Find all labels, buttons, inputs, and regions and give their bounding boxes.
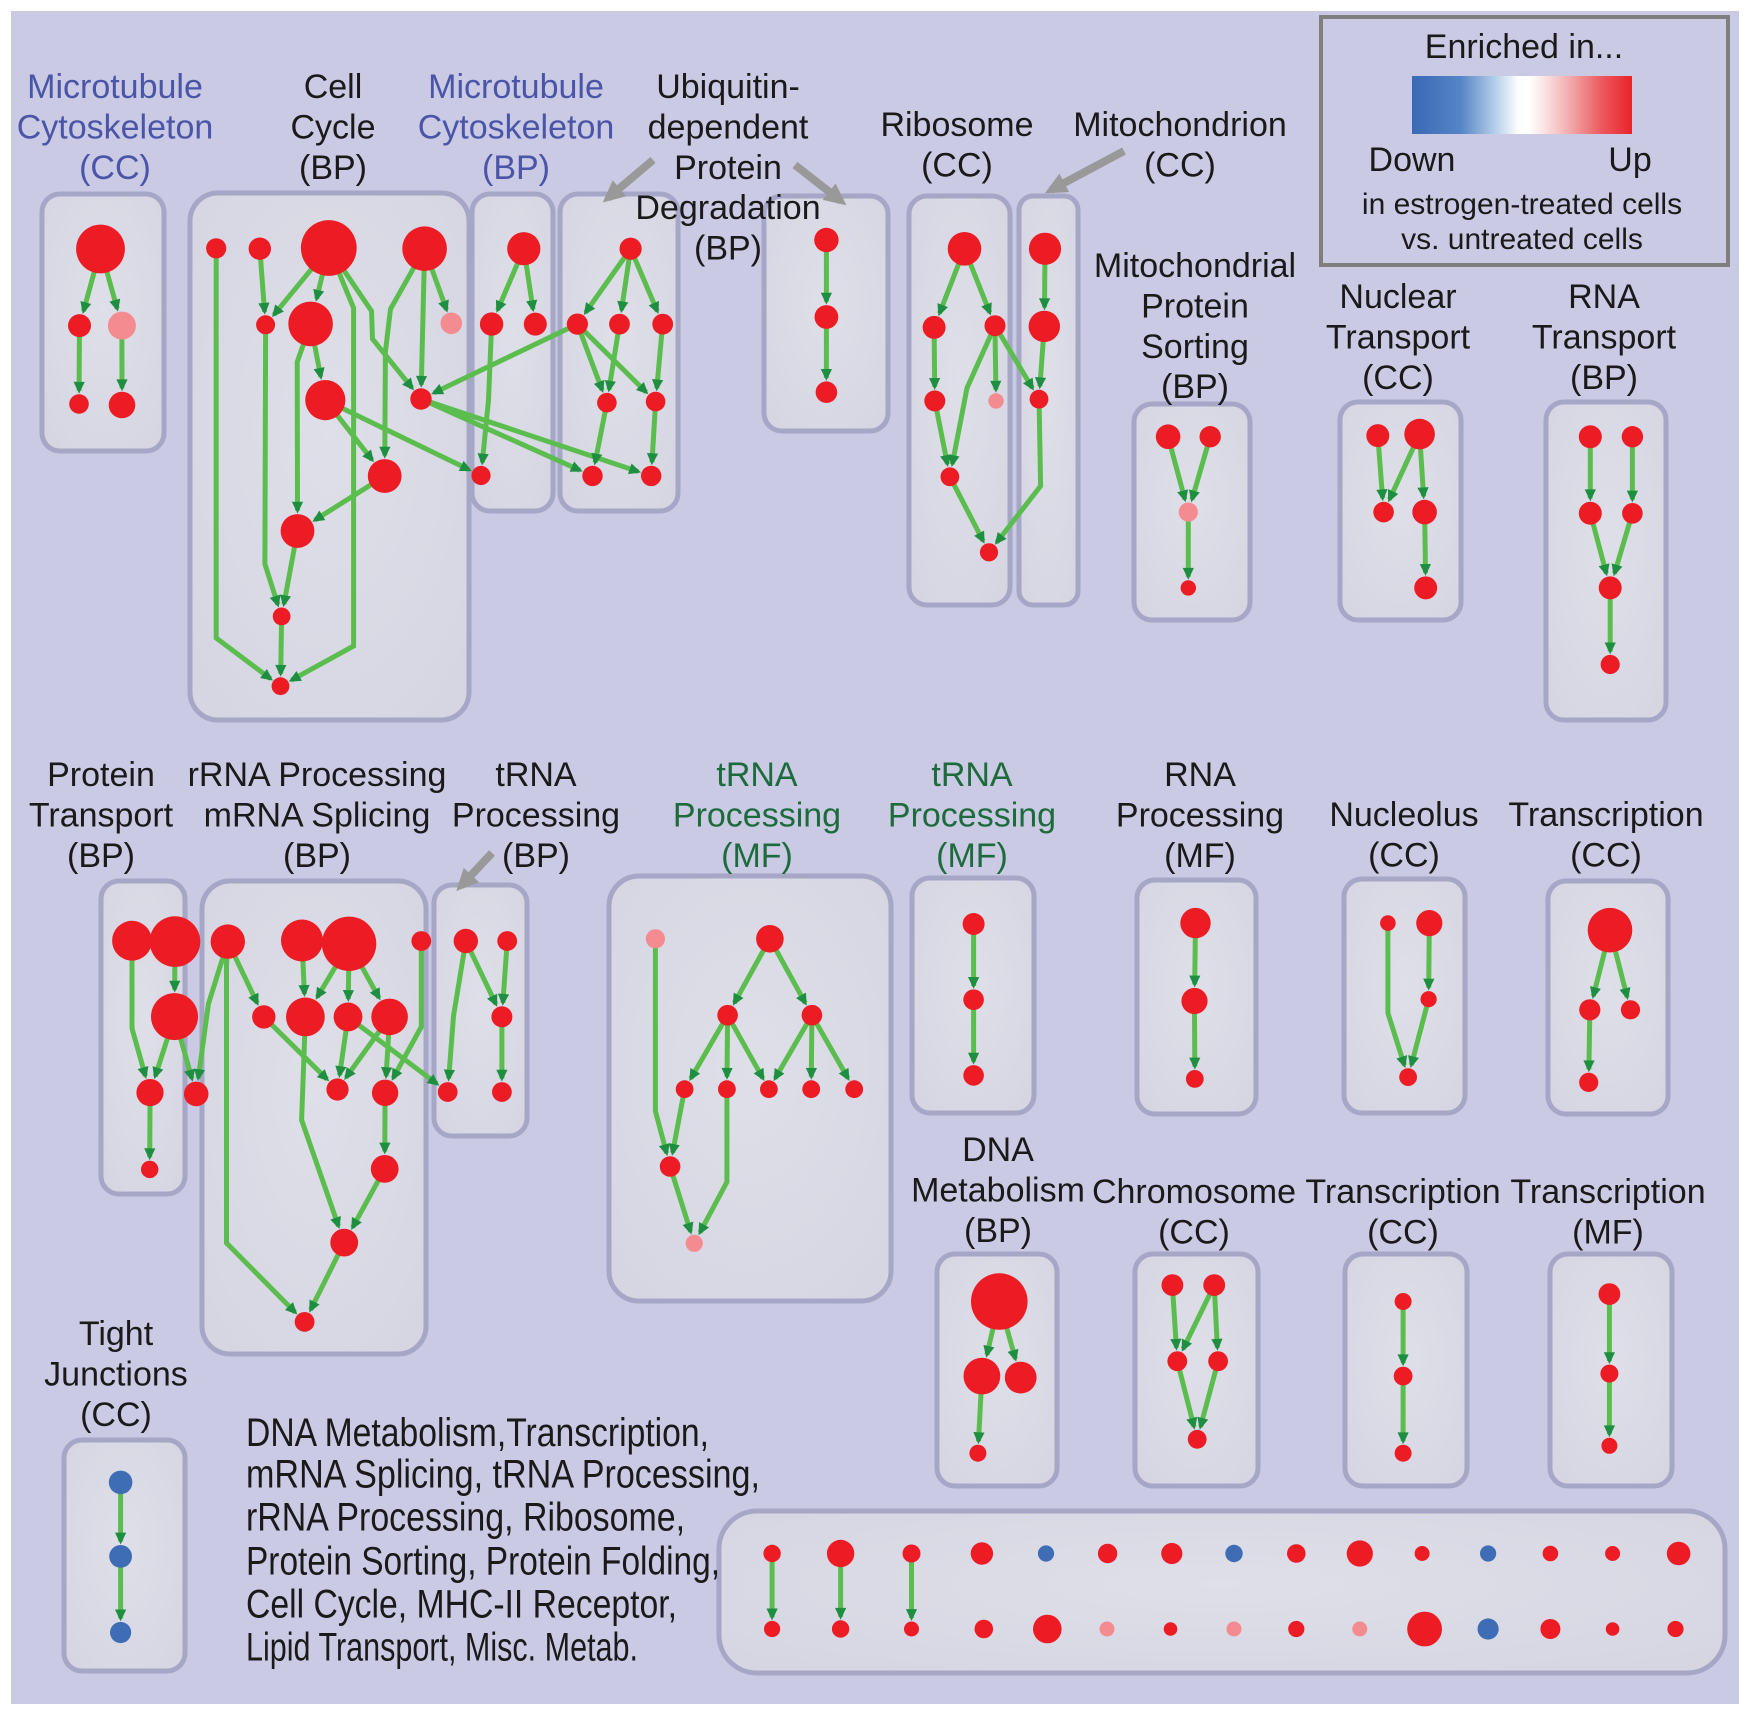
- svg-text:Junctions: Junctions: [44, 1355, 188, 1393]
- svg-text:Protein Sorting, Protein Foldi: Protein Sorting, Protein Folding,: [246, 1539, 720, 1583]
- svg-text:(CC): (CC): [1570, 836, 1642, 874]
- svg-text:dependent: dependent: [648, 108, 809, 146]
- svg-text:Transcription: Transcription: [1305, 1173, 1500, 1211]
- svg-text:(CC): (CC): [921, 146, 993, 184]
- svg-text:RNA: RNA: [1164, 756, 1236, 794]
- svg-text:DNA: DNA: [962, 1131, 1034, 1169]
- svg-text:Mitochondrion: Mitochondrion: [1073, 106, 1287, 144]
- svg-text:DNA Metabolism,Transcription,: DNA Metabolism,Transcription,: [246, 1411, 709, 1455]
- svg-text:(BP): (BP): [964, 1212, 1032, 1250]
- svg-text:(CC): (CC): [80, 1396, 152, 1434]
- svg-text:(MF): (MF): [1164, 837, 1236, 875]
- svg-text:Cell Cycle, MHC-II Receptor,: Cell Cycle, MHC-II Receptor,: [246, 1583, 677, 1627]
- svg-text:Metabolism: Metabolism: [911, 1171, 1085, 1209]
- svg-text:in estrogen-treated cells: in estrogen-treated cells: [1362, 188, 1682, 221]
- svg-text:Transport: Transport: [29, 796, 174, 834]
- svg-text:(CC): (CC): [1144, 146, 1216, 184]
- svg-text:(BP): (BP): [482, 149, 550, 187]
- svg-text:Processing: Processing: [673, 796, 841, 834]
- svg-text:(CC): (CC): [1362, 359, 1434, 397]
- svg-text:Protein: Protein: [47, 756, 155, 794]
- svg-text:(CC): (CC): [1367, 1213, 1439, 1251]
- svg-text:Ubiquitin-: Ubiquitin-: [656, 68, 800, 106]
- svg-text:(BP): (BP): [1570, 359, 1638, 397]
- svg-text:(BP): (BP): [67, 837, 135, 875]
- svg-text:Degradation: Degradation: [635, 189, 820, 227]
- svg-text:rRNA Processing, Ribosome,: rRNA Processing, Ribosome,: [246, 1496, 685, 1540]
- svg-text:(MF): (MF): [721, 837, 793, 875]
- svg-text:Processing: Processing: [888, 796, 1056, 834]
- svg-text:Transport: Transport: [1532, 318, 1677, 356]
- svg-text:Transcription: Transcription: [1510, 1173, 1705, 1211]
- svg-text:Cytoskeleton: Cytoskeleton: [17, 108, 214, 146]
- svg-text:Nuclear: Nuclear: [1339, 278, 1456, 316]
- svg-text:(BP): (BP): [502, 837, 570, 875]
- svg-text:Transport: Transport: [1326, 318, 1471, 356]
- svg-text:Protein: Protein: [1141, 287, 1249, 325]
- svg-text:Cytoskeleton: Cytoskeleton: [418, 108, 615, 146]
- svg-text:tRNA: tRNA: [931, 756, 1013, 794]
- svg-text:Cycle: Cycle: [290, 108, 375, 146]
- svg-text:(BP): (BP): [694, 230, 762, 268]
- svg-text:RNA: RNA: [1568, 278, 1640, 316]
- svg-text:Protein: Protein: [674, 149, 782, 187]
- svg-text:Sorting: Sorting: [1141, 328, 1249, 366]
- svg-text:Ribosome: Ribosome: [880, 106, 1033, 144]
- svg-text:(MF): (MF): [1572, 1213, 1644, 1251]
- svg-text:Down: Down: [1369, 141, 1456, 179]
- svg-text:(CC): (CC): [1368, 836, 1440, 874]
- svg-text:tRNA: tRNA: [716, 756, 798, 794]
- svg-text:(BP): (BP): [299, 149, 367, 187]
- svg-text:Nucleolus: Nucleolus: [1329, 796, 1478, 834]
- svg-text:tRNA: tRNA: [495, 756, 577, 794]
- svg-text:rRNA Processing: rRNA Processing: [188, 756, 447, 794]
- svg-text:Processing: Processing: [452, 796, 620, 834]
- svg-text:Cell: Cell: [304, 68, 363, 106]
- svg-text:(MF): (MF): [936, 837, 1008, 875]
- svg-text:mRNA Splicing: mRNA Splicing: [204, 796, 431, 834]
- svg-text:Microtubule: Microtubule: [428, 68, 604, 106]
- svg-text:Chromosome: Chromosome: [1092, 1173, 1296, 1211]
- svg-text:(BP): (BP): [283, 837, 351, 875]
- svg-text:Lipid Transport, Misc. Metab.: Lipid Transport, Misc. Metab.: [246, 1626, 638, 1670]
- svg-text:Up: Up: [1608, 141, 1651, 179]
- svg-text:Microtubule: Microtubule: [27, 68, 203, 106]
- svg-text:vs. untreated cells: vs. untreated cells: [1401, 223, 1643, 256]
- svg-text:Tight: Tight: [79, 1315, 154, 1353]
- svg-text:(CC): (CC): [1158, 1213, 1230, 1251]
- svg-text:mRNA Splicing, tRNA Processing: mRNA Splicing, tRNA Processing,: [246, 1453, 760, 1497]
- svg-text:Mitochondrial: Mitochondrial: [1094, 247, 1296, 285]
- svg-text:(BP): (BP): [1161, 368, 1229, 406]
- svg-text:Processing: Processing: [1116, 796, 1284, 834]
- svg-text:(CC): (CC): [79, 149, 151, 187]
- svg-text:Transcription: Transcription: [1508, 796, 1703, 834]
- svg-text:Enriched in...: Enriched in...: [1425, 28, 1623, 66]
